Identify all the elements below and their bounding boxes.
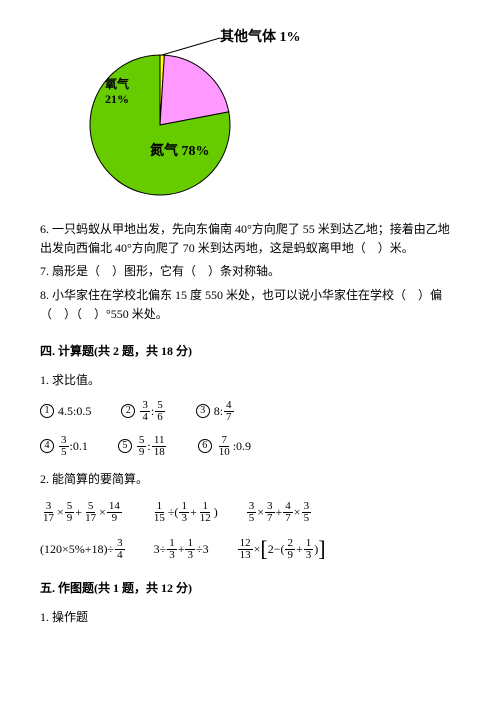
ratio-row-2: 4 35 :0.1 5 59 : 1118 6 710 :0.9 <box>40 435 460 458</box>
pie-svg <box>60 20 320 200</box>
calc-1: 317× 59+ 517× 149 <box>40 501 123 524</box>
calc-6: 1213× [2−( 29+ 13) ] <box>237 538 326 561</box>
calc-4: (120×5%+18)÷ 34 <box>40 538 126 561</box>
chart-title: 其他气体 1% <box>220 26 301 46</box>
calc-2: 115÷( 13+ 112) <box>151 501 218 524</box>
section-5-q1: 1. 操作题 <box>40 608 460 625</box>
calc-5: 3÷13+ 13÷3 <box>154 538 209 561</box>
slice-label-oxygen: 氧气 21% <box>105 75 129 107</box>
slice-label-nitrogen: 氮气 78% <box>150 140 210 160</box>
section-5-title: 五. 作图题(共 1 题，共 12 分) <box>40 579 460 596</box>
question-8: 8. 小华家住在学校北偏东 15 度 550 米处，也可以说小华家住在学校（ ）… <box>40 286 460 324</box>
ratio-6: 6 710 :0.9 <box>198 435 251 458</box>
section-4-q1: 1. 求比值。 <box>40 371 460 388</box>
section-4-q2: 2. 能简算的要简算。 <box>40 470 460 487</box>
calc-row-1: 317× 59+ 517× 149 115÷( 13+ 112) 35× 37+… <box>40 501 460 524</box>
ratio-4: 4 35 :0.1 <box>40 435 88 458</box>
calc-row-2: (120×5%+18)÷ 34 3÷13+ 13÷3 1213× [2−( 29… <box>40 538 460 561</box>
section-4-title: 四. 计算题(共 2 题，共 18 分) <box>40 342 460 359</box>
ratio-3: 38: 47 <box>196 400 235 423</box>
ratio-row-1: 14.5:0.5 2 34 : 56 38: 47 <box>40 400 460 423</box>
ratio-1: 14.5:0.5 <box>40 404 91 419</box>
pie-chart: 其他气体 1% 氮气 78% 氧气 21% <box>60 20 320 200</box>
calc-3: 35× 37+ 47× 35 <box>246 501 312 524</box>
ratio-2: 2 34 : 56 <box>121 400 165 423</box>
ratio-5: 5 59 : 1118 <box>118 435 168 458</box>
question-7: 7. 扇形是（ ）图形，它有（ ）条对称轴。 <box>40 262 460 281</box>
question-6: 6. 一只蚂蚁从甲地出发，先向东偏南 40°方向爬了 55 米到达乙地；接着由乙… <box>40 220 460 258</box>
